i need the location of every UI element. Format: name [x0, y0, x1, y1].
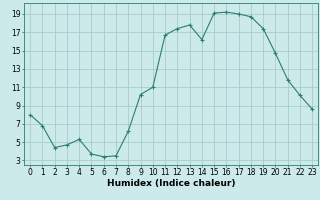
X-axis label: Humidex (Indice chaleur): Humidex (Indice chaleur): [107, 179, 236, 188]
